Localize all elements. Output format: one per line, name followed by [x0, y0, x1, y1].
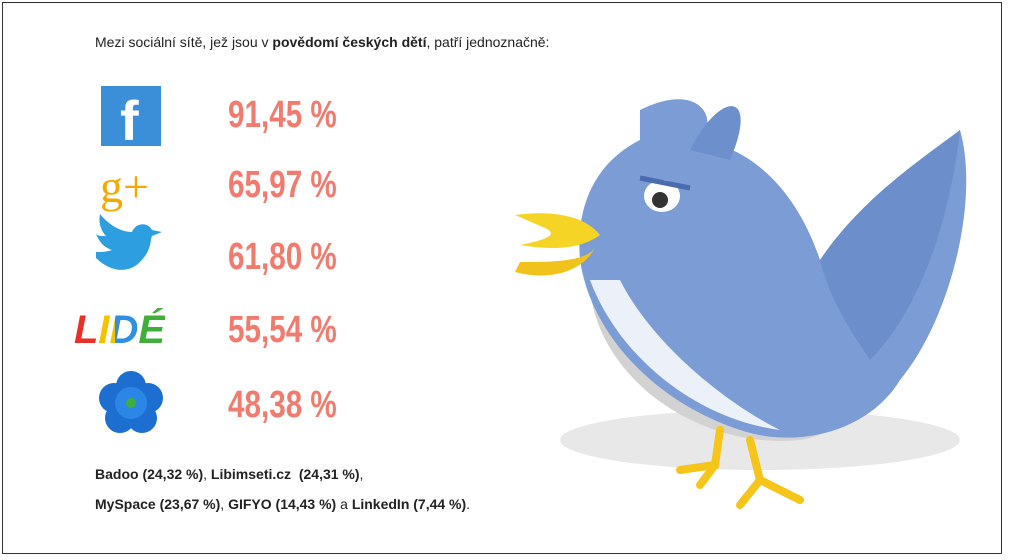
text-run: Libimseti.cz (24,31 %): [210, 466, 360, 482]
logo-text: LIDÉ: [74, 308, 166, 352]
percentage: 55,54 %: [228, 309, 337, 351]
text-run: ,: [359, 466, 364, 482]
text-run: povědomí českých dětí: [272, 34, 427, 50]
text-run: ,: [203, 466, 211, 482]
logo-text: g+: [100, 161, 149, 212]
text-run: MySpace (23,67 %): [95, 496, 221, 512]
twitter-icon: [96, 214, 162, 270]
facebook-icon: [101, 86, 161, 146]
bird-illustration: [515, 99, 967, 509]
logo-text: f: [120, 89, 139, 152]
flower-icon: [99, 371, 163, 433]
percentage: 48,38 %: [228, 384, 337, 426]
footer-line: Badoo (24,32 %), Libimseti.cz (24,31 %),: [95, 466, 363, 482]
text-run: ,: [220, 496, 229, 512]
text-run: Badoo (24,32 %): [95, 466, 204, 482]
text-run: .: [466, 496, 471, 512]
text-run: Mezi sociální sítě, jež jsou v: [95, 34, 273, 50]
percentage: 61,80 %: [228, 236, 337, 278]
footer-line: MySpace (23,67 %), GIFYO (14,43 %) a Lin…: [95, 496, 470, 512]
intro-text: Mezi sociální sítě, jež jsou v povědomí …: [95, 34, 549, 50]
frame: [2, 2, 1002, 554]
percentage: 91,45 %: [228, 94, 337, 136]
text-run: a: [336, 496, 352, 512]
percentage: 65,97 %: [228, 164, 337, 206]
text-run: , patří jednoznačně:: [426, 34, 550, 50]
text-run: LinkedIn (7,44 %): [351, 496, 467, 512]
text-run: GIFYO (14,43 %): [228, 496, 337, 512]
